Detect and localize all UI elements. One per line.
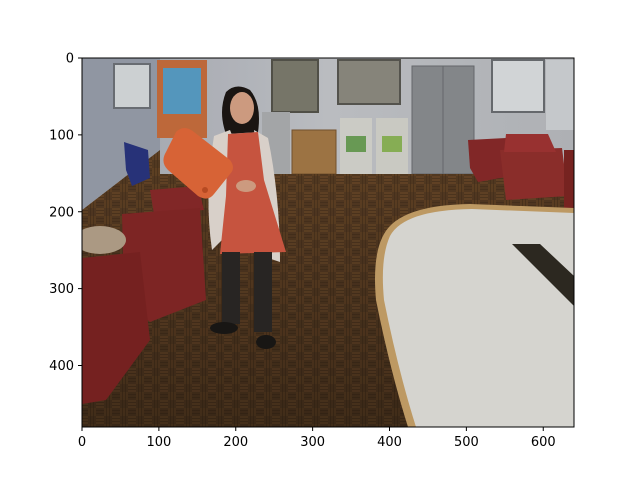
y-tick-label: 0: [66, 52, 74, 67]
x-tick-label: 400: [377, 435, 402, 450]
small-round-table: [82, 226, 126, 254]
red-chair-left-1: [150, 186, 204, 214]
person: [208, 86, 286, 349]
x-tick-label: 300: [300, 435, 325, 450]
red-dress: [220, 132, 286, 254]
poster-panel: [163, 68, 201, 114]
red-chair-left-3: [82, 252, 150, 404]
y-tick-label: 200: [49, 205, 74, 220]
x-tick-label: 0: [78, 435, 86, 450]
orange-paddle: [163, 128, 233, 199]
y-tick-label: 300: [49, 282, 74, 297]
wooden-cabinet: [291, 129, 337, 175]
y-tick-label: 400: [49, 359, 74, 374]
axes-frame: [81, 57, 575, 428]
wall-picture-2: [337, 59, 401, 105]
blue-chair: [124, 142, 150, 186]
y-tick-label: 100: [49, 128, 74, 143]
x-tick-label: 100: [146, 435, 171, 450]
x-tick-label: 500: [454, 435, 479, 450]
red-armchair-back-1: [468, 138, 512, 182]
x-tick-label: 200: [223, 435, 248, 450]
left-window: [113, 63, 151, 109]
y-axis: 0 100 200 300 400: [49, 52, 82, 374]
right-window: [491, 59, 545, 113]
red-armchair-back-2: [500, 148, 568, 200]
white-table: [382, 209, 574, 427]
right-window-2: [546, 60, 574, 130]
wall-picture-1: [271, 59, 319, 113]
x-axis: 0 100 200 300 400 500 600: [78, 427, 556, 450]
x-tick-label: 600: [531, 435, 556, 450]
photo-image: [82, 58, 574, 427]
table-slot: [512, 244, 574, 306]
